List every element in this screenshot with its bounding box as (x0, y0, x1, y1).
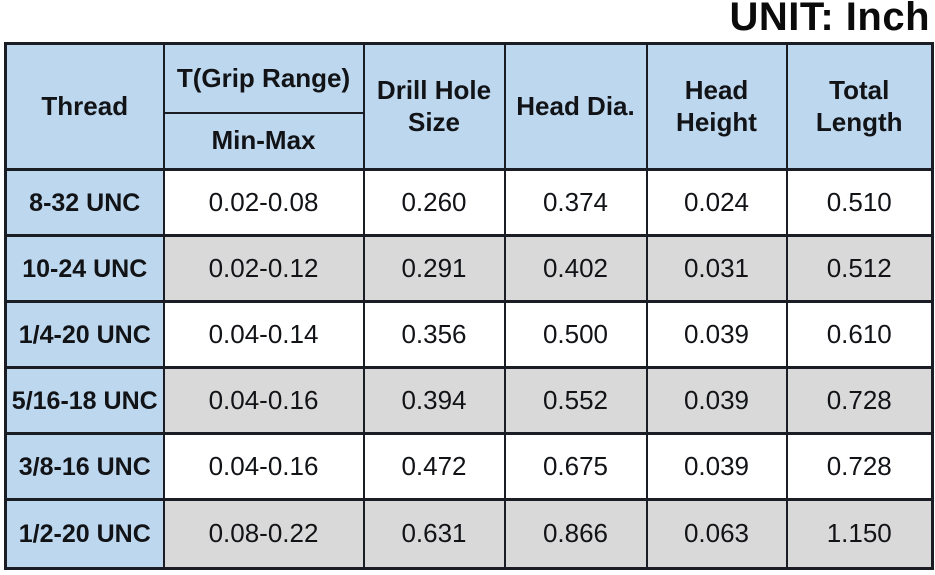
cell-thread: 10-24 UNC (4, 234, 165, 303)
col-header-drill-hole-size: Drill Hole Size (362, 42, 506, 171)
table-row: 1/4-20 UNC 0.04-0.14 0.356 0.500 0.039 0… (4, 300, 934, 369)
cell-total-length: 0.510 (785, 168, 934, 237)
header-subrow: Min-Max (6, 111, 933, 171)
cell-total-length: 0.728 (785, 366, 934, 435)
cell-head-dia: 0.675 (503, 432, 648, 501)
cell-drill-hole-size: 0.472 (362, 432, 506, 501)
cell-drill-hole-size: 0.394 (362, 366, 506, 435)
cell-grip-range: 0.04-0.16 (162, 366, 365, 435)
cell-thread: 3/8-16 UNC (4, 432, 165, 501)
cell-grip-range: 0.04-0.14 (162, 300, 365, 369)
cell-grip-range: 0.08-0.22 (162, 498, 365, 570)
table-row: 1/2-20 UNC 0.08-0.22 0.631 0.866 0.063 1… (4, 498, 934, 570)
cell-head-height: 0.063 (645, 498, 788, 570)
cell-drill-hole-size: 0.291 (362, 234, 506, 303)
cell-thread: 1/4-20 UNC (4, 300, 165, 369)
cell-head-height: 0.039 (645, 366, 788, 435)
cell-head-dia: 0.500 (503, 300, 648, 369)
cell-thread: 5/16-18 UNC (4, 366, 165, 435)
cell-head-dia: 0.552 (503, 366, 648, 435)
cell-grip-range: 0.02-0.08 (162, 168, 365, 237)
cell-head-dia: 0.402 (503, 234, 648, 303)
col-header-total-length: Total Length (785, 42, 934, 171)
col-header-min-max: Min-Max (162, 111, 365, 171)
col-header-thread: Thread (4, 42, 165, 171)
unit-label: UNIT: Inch (729, 0, 930, 39)
cell-head-dia: 0.374 (503, 168, 648, 237)
col-header-grip-range: T(Grip Range) (162, 42, 365, 114)
cell-drill-hole-size: 0.356 (362, 300, 506, 369)
col-header-head-height: Head Height (645, 42, 788, 171)
cell-thread: 1/2-20 UNC (4, 498, 165, 570)
cell-thread: 8-32 UNC (4, 168, 165, 237)
table-row: 10-24 UNC 0.02-0.12 0.291 0.402 0.031 0.… (4, 234, 934, 303)
cell-grip-range: 0.04-0.16 (162, 432, 365, 501)
cell-total-length: 1.150 (785, 498, 934, 570)
table-row: 3/8-16 UNC 0.04-0.16 0.472 0.675 0.039 0… (4, 432, 934, 501)
cell-total-length: 0.610 (785, 300, 934, 369)
header-row: Thread T(Grip Range) Drill Hole Size Hea… (4, 42, 934, 171)
cell-drill-hole-size: 0.631 (362, 498, 506, 570)
cell-total-length: 0.728 (785, 432, 934, 501)
cell-grip-range: 0.02-0.12 (162, 234, 365, 303)
cell-head-dia: 0.866 (503, 498, 648, 570)
cell-head-height: 0.039 (645, 432, 788, 501)
cell-drill-hole-size: 0.260 (362, 168, 506, 237)
col-header-head-dia: Head Dia. (503, 42, 648, 171)
table-row: 8-32 UNC 0.02-0.08 0.260 0.374 0.024 0.5… (4, 168, 934, 237)
cell-head-height: 0.031 (645, 234, 788, 303)
table-row: 5/16-18 UNC 0.04-0.16 0.394 0.552 0.039 … (4, 366, 934, 435)
cell-head-height: 0.039 (645, 300, 788, 369)
cell-total-length: 0.512 (785, 234, 934, 303)
spec-table: Thread T(Grip Range) Drill Hole Size Hea… (4, 42, 934, 570)
cell-head-height: 0.024 (645, 168, 788, 237)
